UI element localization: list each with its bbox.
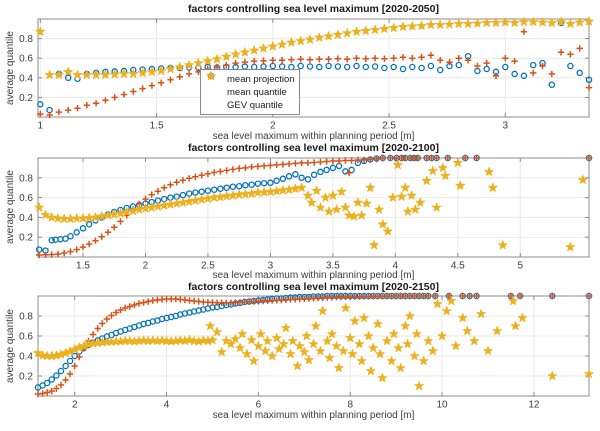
series-GEV-quantile <box>35 16 594 79</box>
subplot3-title: factors controlling sea level maximum [2… <box>188 281 439 293</box>
x-tick-label: 12 <box>528 400 540 411</box>
x-tick-label: 2.5 <box>382 121 396 132</box>
y-tick-label: 0.2 <box>19 372 33 383</box>
subplot-2: 1.5 2 2.5 3 3.5 4 4.5 5 0.2 0.4 0.6 0.8 <box>19 154 593 272</box>
legend-label-mean-projection: mean projection <box>227 73 295 85</box>
subplot3-ylabel: average quantile <box>5 309 16 383</box>
subplot1-title: factors controlling sea level maximum [2… <box>188 3 439 15</box>
x-tick-label: 2 <box>143 261 149 272</box>
subplot2-title: factors controlling sea level maximum [2… <box>188 142 439 154</box>
series-mean-quantile <box>34 292 593 398</box>
legend: mean projection mean quantile GEV quanti… <box>200 69 300 115</box>
x-tick-label: 2 <box>270 121 276 132</box>
x-tick-label: 3 <box>503 121 509 132</box>
x-tick-label: 4 <box>393 261 399 272</box>
x-tick-label: 2 <box>72 400 78 411</box>
legend-label-mean-quantile: mean quantile <box>227 86 287 98</box>
subplot3-xlabel: sea level maximum within planning period… <box>212 410 415 421</box>
y-tick-label: 0.8 <box>19 312 33 323</box>
series-GEV-quantile <box>34 157 588 252</box>
subplot-3: 2 4 6 8 10 12 0.2 0.4 0.6 0.8 <box>19 292 594 411</box>
series-mean-projection <box>35 154 593 254</box>
pentagram-glyph <box>206 71 216 81</box>
x-tick-label: 2.5 <box>201 261 215 272</box>
legend-label-gev-quantile: GEV quantile <box>227 99 283 111</box>
grid-lines <box>38 19 589 117</box>
x-tick-label: 4.5 <box>451 261 465 272</box>
subplot1-xlabel: sea level maximum within planning period… <box>212 131 415 142</box>
subplot2-xlabel: sea level maximum within planning period… <box>212 270 415 281</box>
series-GEV-quantile <box>33 296 594 391</box>
y-tick-label: 0.2 <box>19 233 33 244</box>
y-tick-label: 0.4 <box>19 352 33 363</box>
y-tick-label: 0.4 <box>19 73 33 84</box>
subplot2-ylabel: average quantile <box>5 170 16 244</box>
y-tick-label: 0.4 <box>19 213 33 224</box>
series-mean-projection <box>37 19 593 114</box>
y-tick-label: 0.6 <box>19 193 33 204</box>
x-tick-label: 10 <box>437 400 449 411</box>
subplot1-ylabel: average quantile <box>5 31 16 105</box>
tick-marks <box>38 19 589 117</box>
subplot-1: 1 1.5 2 2.5 3 0.2 0.4 0.6 0.8 <box>19 16 594 132</box>
x-tick-label: 4 <box>164 400 170 411</box>
grid-lines <box>38 158 589 257</box>
axes-box <box>37 18 590 118</box>
y-tick-label: 0.8 <box>19 173 33 184</box>
legend-item-mean-quantile: mean quantile <box>201 72 299 98</box>
tick-labels: 2 4 6 8 10 12 0.2 0.4 0.6 0.8 <box>19 312 540 411</box>
x-tick-label: 3 <box>268 261 274 272</box>
y-tick-label: 0.6 <box>19 54 33 65</box>
y-tick-label: 0.8 <box>19 34 33 45</box>
x-tick-label: 8 <box>347 400 353 411</box>
x-tick-label: 6 <box>256 400 262 411</box>
x-tick-label: 5 <box>517 261 523 272</box>
x-tick-label: 1 <box>38 121 44 132</box>
tick-labels: 1.5 2 2.5 3 3.5 4 4.5 5 0.2 0.4 0.6 0.8 <box>19 173 523 271</box>
series-mean-quantile <box>36 154 593 259</box>
tick-labels: 1 1.5 2 2.5 3 0.2 0.4 0.6 0.8 <box>19 34 508 131</box>
x-tick-label: 1.5 <box>150 121 164 132</box>
x-tick-label: 1.5 <box>76 261 90 272</box>
x-tick-label: 3.5 <box>326 261 340 272</box>
y-tick-label: 0.2 <box>19 93 33 104</box>
y-tick-label: 0.6 <box>19 332 33 343</box>
legend-item-gev-quantile: GEV quantile <box>201 71 299 111</box>
